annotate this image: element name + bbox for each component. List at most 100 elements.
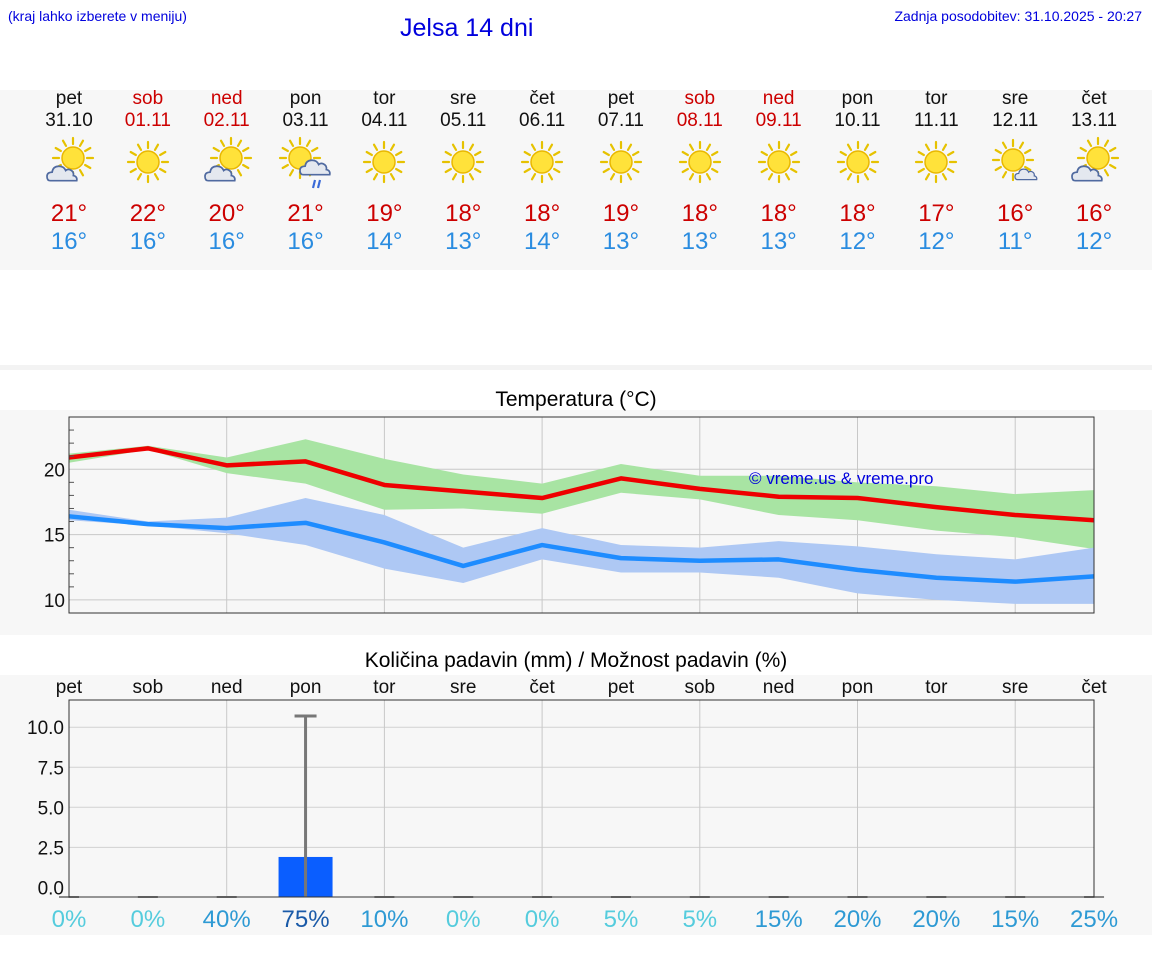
series-max-line — [68, 446, 1095, 523]
day-date: 07.11 — [597, 110, 644, 131]
min-temperature: 11° — [997, 228, 1033, 255]
max-temperature: 18° — [839, 200, 876, 227]
max-temperature: 16° — [997, 200, 1034, 227]
max-temperature: 17° — [918, 200, 955, 227]
day-column: čet 13.11 16° 12° — [1054, 88, 1134, 256]
min-temperature: 13° — [445, 228, 482, 255]
sun-cloud-icon — [1071, 136, 1120, 182]
day-name: sob — [684, 88, 716, 109]
watermark: © vreme.us & vreme.pro — [749, 469, 933, 488]
y-tick-label: 2.5 — [38, 838, 64, 859]
temperature-chart-title: Temperatura (°C) — [495, 388, 657, 411]
y-tick-label: 15 — [44, 526, 65, 547]
temperature-chart: 10 15 20 © vreme.us & vreme.pro — [44, 416, 1095, 614]
category-label: pon — [842, 677, 874, 698]
day-column: sob 01.11 22° 16° — [108, 88, 188, 256]
day-column: sre 05.11 18° 13° — [423, 88, 503, 256]
y-tick-label: 10 — [44, 591, 65, 612]
precipitation-probability: 40% — [203, 906, 251, 933]
max-temperature: 18° — [681, 200, 718, 227]
day-column: pon 10.11 18° 12° — [818, 88, 898, 256]
day-name: sob — [132, 88, 164, 109]
last-updated: Zadnja posodobitev: 31.10.2025 - 20:27 — [894, 8, 1142, 24]
sun-icon — [678, 140, 721, 184]
day-column: ned 09.11 18° 13° — [739, 88, 819, 256]
day-date: 10.11 — [834, 110, 881, 131]
category-label: ned — [211, 677, 243, 698]
day-name: pet — [55, 88, 83, 109]
precipitation-probability: 15% — [991, 906, 1039, 933]
precipitation-probability: 20% — [833, 906, 881, 933]
category-label: sre — [450, 677, 476, 698]
max-temperature: 21° — [50, 200, 88, 227]
series-min-line — [68, 514, 1095, 584]
y-tick-label: 10.0 — [27, 718, 64, 739]
precipitation-probability: 20% — [912, 906, 960, 933]
max-temperature: 19° — [602, 200, 640, 227]
plot-area — [69, 700, 1094, 897]
day-date: 31.10 — [45, 110, 93, 131]
max-temperature: 18° — [445, 200, 482, 227]
category-label: tor — [925, 677, 948, 698]
y-tick-label: 7.5 — [38, 758, 64, 779]
max-temperature: 18° — [523, 200, 561, 227]
precipitation-chart-title: Količina padavin (mm) / Možnost padavin … — [364, 649, 788, 672]
day-column: pet 07.11 19° 13° — [581, 88, 661, 256]
day-date: 04.11 — [361, 110, 408, 131]
category-label: tor — [373, 677, 396, 698]
precipitation-probability: 0% — [52, 906, 87, 933]
category-label: čet — [1081, 677, 1107, 698]
plot-frame — [68, 699, 1095, 898]
min-temperature: 16° — [208, 228, 245, 255]
category-label: pon — [290, 677, 322, 698]
day-date: 01.11 — [124, 110, 171, 131]
sun-icon — [599, 140, 643, 184]
min-temperature: 14° — [523, 228, 561, 255]
day-name: pon — [289, 88, 322, 109]
day-name: sre — [450, 88, 477, 109]
day-name: ned — [210, 88, 243, 109]
category-label: sob — [684, 677, 715, 698]
sun-icon — [915, 140, 958, 184]
day-column: ned 02.11 20° 16° — [187, 88, 267, 256]
day-column: sob 08.11 18° 13° — [660, 88, 740, 256]
category-label: pet — [608, 677, 635, 698]
precipitation-probability: 0% — [131, 906, 166, 933]
day-name: pon — [841, 88, 874, 109]
section-divider — [0, 365, 1152, 370]
precipitation-probability: 5% — [604, 906, 639, 933]
sun-icon — [126, 140, 169, 184]
precipitation-probability: 10% — [360, 906, 408, 933]
sun-small-cloud-icon — [992, 138, 1038, 182]
precipitation-probability: 0% — [446, 906, 481, 933]
day-name: tor — [373, 88, 396, 109]
precipitation-chart: pet sob ned pon tor sre čet pet sob ned pon tor sre č… — [27, 677, 1118, 933]
sun-icon — [520, 140, 564, 184]
forecast-band — [0, 90, 1152, 270]
min-temperature: 16° — [129, 228, 166, 255]
day-date: 11.11 — [913, 110, 959, 131]
day-column: tor 04.11 19° 14° — [344, 88, 424, 256]
category-label: sre — [1002, 677, 1028, 698]
day-name: čet — [1081, 88, 1107, 109]
max-temperature: 19° — [366, 200, 403, 227]
day-date: 12.11 — [992, 110, 1039, 131]
min-temperature: 14° — [366, 228, 403, 255]
location-menu-hint[interactable]: (kraj lahko izberete v meniju) — [8, 8, 187, 24]
max-temperature: 20° — [208, 200, 245, 227]
precipitation-probability: 75% — [282, 906, 330, 933]
day-date: 09.11 — [755, 110, 802, 131]
day-name: sre — [1001, 88, 1029, 109]
page-title: Jelsa 14 dni — [400, 14, 534, 42]
sun-cloud-icon — [203, 136, 252, 182]
day-name: tor — [925, 88, 948, 109]
category-label: pet — [56, 677, 83, 698]
day-date: 06.11 — [519, 110, 566, 131]
min-temperature: 12° — [918, 228, 955, 255]
precipitation-probability: 0% — [525, 906, 560, 933]
y-tick-label: 0.0 — [38, 878, 64, 899]
day-date: 02.11 — [203, 110, 250, 131]
sun-icon — [363, 140, 406, 184]
min-temperature: 16° — [50, 228, 88, 255]
sun-rain-icon — [278, 136, 331, 189]
